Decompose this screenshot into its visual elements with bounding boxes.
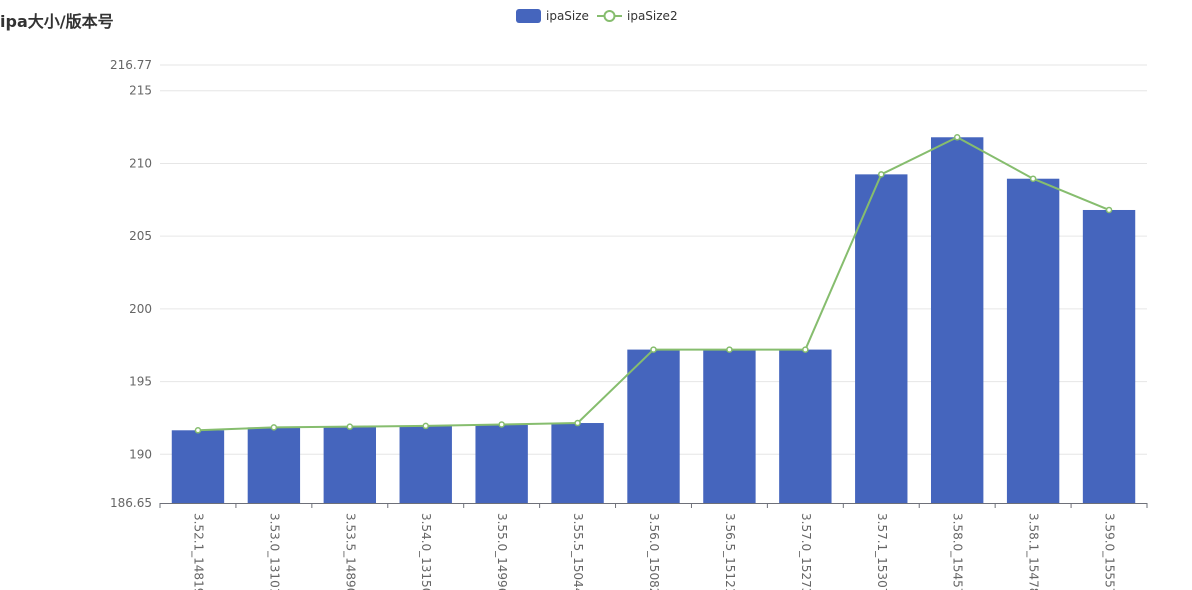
- line-point[interactable]: [194, 427, 202, 434]
- line-point[interactable]: [270, 424, 278, 431]
- y-tick-label: 215: [129, 84, 152, 98]
- bar[interactable]: [930, 137, 984, 504]
- line-point[interactable]: [878, 171, 885, 178]
- x-tick-label: 3.52.1_14819: [191, 513, 205, 590]
- x-tick-label: 3.58.0_15457: [951, 513, 965, 590]
- x-tick-label: 3.58.1_15478: [1027, 513, 1041, 590]
- y-tick-label: 186.65: [110, 496, 152, 510]
- legend-line-marker[interactable]: [603, 10, 616, 22]
- x-tick-label: 3.54.0_13150: [419, 513, 433, 590]
- bar[interactable]: [627, 349, 680, 503]
- x-tick-label: 3.59.0_15557: [1103, 513, 1117, 590]
- bar[interactable]: [475, 424, 528, 503]
- line-point[interactable]: [346, 423, 354, 430]
- bar[interactable]: [1006, 178, 1060, 503]
- x-axis-ticks: 3.52.1_14819 3.53.0_13101 3.53.5_14890 3.54…: [191, 513, 1116, 590]
- line-point[interactable]: [1105, 206, 1113, 214]
- x-tick-label: 3.55.0_14996: [495, 513, 509, 590]
- line-point[interactable]: [1029, 175, 1037, 182]
- line-point[interactable]: [422, 422, 429, 430]
- line-point[interactable]: [498, 421, 505, 428]
- legend-label[interactable]: ipaSize2: [627, 9, 678, 23]
- bar[interactable]: [1082, 209, 1136, 504]
- axes: [159, 503, 1148, 508]
- y-tick-label: 195: [129, 375, 152, 389]
- bar[interactable]: [171, 430, 225, 503]
- line-point[interactable]: [574, 419, 581, 427]
- bar[interactable]: [779, 349, 832, 503]
- bar[interactable]: [551, 423, 604, 503]
- bar[interactable]: [247, 427, 301, 503]
- legend[interactable]: ipaSize ipaSize2: [516, 9, 678, 23]
- y-tick-label: 190: [129, 447, 152, 461]
- y-tick-label: 210: [129, 156, 152, 170]
- y-axis-ticks: 186.65 190 195 200 205 210 215 216.77: [110, 58, 152, 510]
- bar-series: [171, 137, 1136, 504]
- y-tick-label: 216.77: [110, 58, 152, 72]
- line-series: [194, 134, 1113, 434]
- x-tick-label: 3.55.5_15044: [571, 513, 585, 590]
- x-tick-label: 3.53.5_14890: [343, 513, 357, 590]
- x-tick-label: 3.53.0_13101: [267, 513, 281, 590]
- line-point[interactable]: [953, 134, 961, 141]
- x-tick-label: 3.57.0_15273: [799, 513, 813, 590]
- bar[interactable]: [703, 349, 756, 503]
- bar[interactable]: [855, 174, 908, 503]
- line-point[interactable]: [802, 346, 809, 353]
- x-tick-label: 3.56.5_15121: [723, 513, 737, 590]
- bar[interactable]: [323, 426, 377, 503]
- legend-bar-icon[interactable]: [516, 9, 541, 23]
- x-tick-label: 3.56.0_15082: [647, 513, 661, 590]
- legend-label[interactable]: ipaSize: [546, 9, 589, 23]
- bar[interactable]: [399, 425, 452, 503]
- x-tick-label: 3.57.1_15307: [875, 513, 889, 590]
- chart-title: ipa大小/版本号: [0, 12, 114, 31]
- y-tick-label: 200: [129, 302, 152, 316]
- line-point[interactable]: [726, 346, 733, 353]
- y-tick-label: 205: [129, 229, 152, 243]
- line-point[interactable]: [650, 346, 657, 353]
